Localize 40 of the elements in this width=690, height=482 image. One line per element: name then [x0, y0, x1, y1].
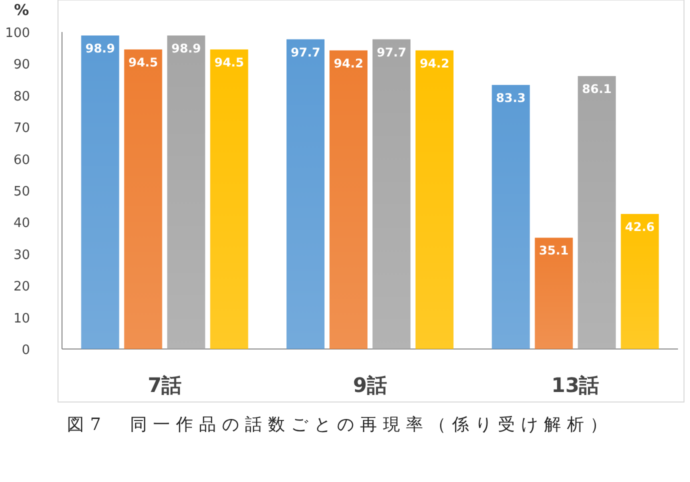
x-tick-label: 9話: [353, 373, 387, 397]
data-label: 94.5: [128, 55, 158, 70]
x-tick-label: 7話: [148, 373, 182, 397]
y-tick-label: 90: [13, 58, 30, 73]
data-label: 35.1: [539, 244, 569, 258]
y-tick-label: 40: [13, 216, 30, 232]
caption: 図7 同一作品の話数ごとの再現率（係り受け解析）: [66, 414, 614, 437]
bar: [578, 76, 616, 349]
data-label: 97.7: [290, 45, 320, 60]
bar: [620, 214, 659, 349]
data-label: 83.3: [496, 90, 526, 105]
bar: [492, 84, 530, 349]
bar: [534, 238, 573, 349]
data-label: 86.1: [582, 82, 612, 96]
y-tick-label: 70: [13, 121, 30, 136]
data-label: 42.6: [625, 220, 655, 234]
bar: [286, 39, 324, 349]
bar: [167, 35, 206, 349]
bar: [330, 50, 368, 349]
data-label: 94.5: [214, 55, 244, 70]
y-tick-label: 60: [13, 152, 30, 168]
y-tick-label: 100: [5, 26, 30, 41]
bar: [124, 49, 162, 349]
data-label: 94.2: [420, 56, 450, 70]
y-tick-label: 30: [13, 248, 30, 263]
y-tick-label: 10: [13, 311, 30, 326]
data-label: 97.7: [376, 45, 406, 60]
data-label: 98.9: [171, 41, 201, 56]
y-tick-label: 80: [13, 89, 30, 104]
data-label: 94.2: [334, 56, 364, 70]
bar: [81, 35, 120, 349]
bar: [210, 49, 248, 349]
y-tick-label: 20: [13, 280, 30, 295]
y-axis-title: %: [14, 1, 30, 19]
y-tick-label: 50: [13, 184, 30, 200]
data-label: 98.9: [85, 41, 115, 56]
bar: [372, 39, 410, 349]
y-tick-label: 0: [22, 343, 30, 358]
x-tick-label: 13話: [551, 373, 600, 397]
bar: [416, 50, 454, 349]
